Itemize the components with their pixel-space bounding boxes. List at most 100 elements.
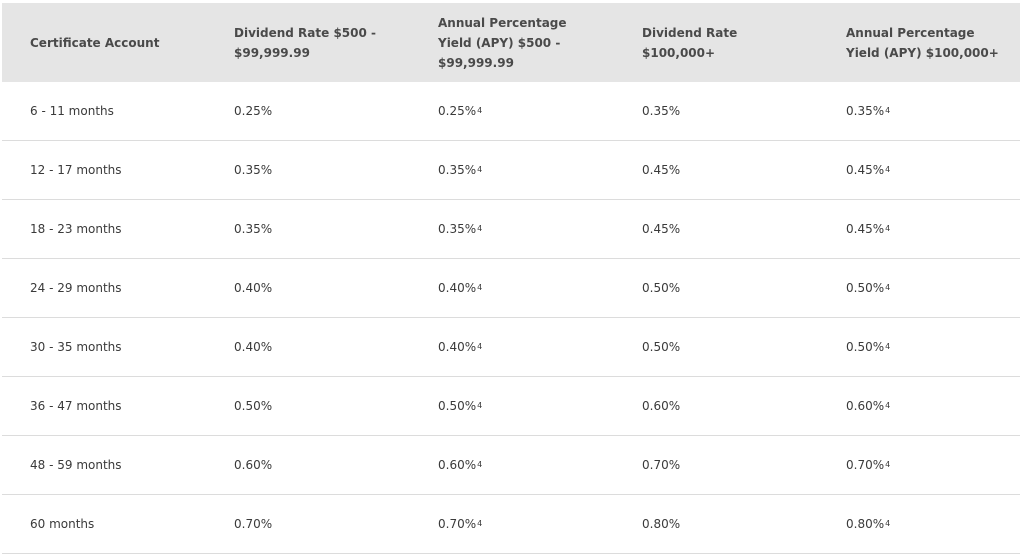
- cell-value: 0.35%: [438, 163, 477, 177]
- header-apy-low: Annual Percentage Yield (APY) $500 - $99…: [410, 3, 614, 82]
- table-header: Certificate Account Dividend Rate $500 -…: [2, 3, 1020, 82]
- cell-value: 0.45%: [642, 222, 681, 236]
- cell-value: 0.50%: [846, 281, 885, 295]
- cell-value: 48 - 59 months: [30, 458, 122, 472]
- dividend-rate-low-cell: 0.35%: [206, 141, 410, 199]
- cell-value: 30 - 35 months: [30, 340, 122, 354]
- apy-low-cell: 0.70% 4: [410, 495, 614, 553]
- cell-value: 0.35%: [438, 222, 477, 236]
- header-label: Certificate Account: [30, 35, 160, 50]
- cell-value: 0.40%: [438, 340, 477, 354]
- dividend-rate-low-cell: 0.70%: [206, 495, 410, 553]
- certificate-rates-table: Certificate Account Dividend Rate $500 -…: [2, 3, 1020, 554]
- footnote-marker: 4: [477, 459, 483, 469]
- cell-value: 18 - 23 months: [30, 222, 122, 236]
- cell-value: 0.60%: [234, 458, 273, 472]
- dividend-rate-low-cell: 0.40%: [206, 318, 410, 376]
- dividend-rate-high-cell: 0.50%: [614, 318, 818, 376]
- table-row: 18 - 23 months 0.35% 0.35% 4 0.45% 0.45% 4: [2, 200, 1020, 259]
- table-row: 60 months 0.70% 0.70% 4 0.80% 0.80% 4: [2, 495, 1020, 554]
- footnote-marker: 4: [885, 282, 891, 292]
- apy-high-cell: 0.50% 4: [818, 318, 1020, 376]
- cell-value: 0.50%: [438, 399, 477, 413]
- table-row: 48 - 59 months 0.60% 0.60% 4 0.70% 0.70% 4: [2, 436, 1020, 495]
- term-cell: 18 - 23 months: [2, 200, 206, 258]
- footnote-marker: 4: [885, 105, 891, 115]
- apy-high-cell: 0.70% 4: [818, 436, 1020, 494]
- footnote-marker: 4: [477, 105, 483, 115]
- footnote-marker: 4: [477, 223, 483, 233]
- footnote-marker: 4: [477, 518, 483, 528]
- term-cell: 30 - 35 months: [2, 318, 206, 376]
- term-cell: 12 - 17 months: [2, 141, 206, 199]
- apy-low-cell: 0.35% 4: [410, 200, 614, 258]
- table-row: 36 - 47 months 0.50% 0.50% 4 0.60% 0.60% 4: [2, 377, 1020, 436]
- cell-value: 0.50%: [234, 399, 273, 413]
- cell-value: 0.45%: [846, 222, 885, 236]
- footnote-marker: 4: [477, 341, 483, 351]
- cell-value: 0.70%: [438, 517, 477, 531]
- cell-value: 60 months: [30, 517, 95, 531]
- dividend-rate-high-cell: 0.60%: [614, 377, 818, 435]
- cell-value: 0.80%: [846, 517, 885, 531]
- header-certificate-account: Certificate Account: [2, 3, 206, 82]
- apy-low-cell: 0.50% 4: [410, 377, 614, 435]
- cell-value: 0.70%: [234, 517, 273, 531]
- cell-value: 0.35%: [642, 104, 681, 118]
- header-dividend-rate-low: Dividend Rate $500 - $99,999.99: [206, 3, 410, 82]
- table-row: 30 - 35 months 0.40% 0.40% 4 0.50% 0.50% 4: [2, 318, 1020, 377]
- table-row: 12 - 17 months 0.35% 0.35% 4 0.45% 0.45% 4: [2, 141, 1020, 200]
- dividend-rate-low-cell: 0.40%: [206, 259, 410, 317]
- table-body: 6 - 11 months 0.25% 0.25% 4 0.35% 0.35% 4 12 - …: [2, 82, 1020, 554]
- cell-value: 0.25%: [438, 104, 477, 118]
- term-cell: 24 - 29 months: [2, 259, 206, 317]
- cell-value: 0.60%: [642, 399, 681, 413]
- cell-value: 0.45%: [846, 163, 885, 177]
- cell-value: 12 - 17 months: [30, 163, 122, 177]
- dividend-rate-low-cell: 0.60%: [206, 436, 410, 494]
- cell-value: 0.35%: [234, 163, 273, 177]
- footnote-marker: 4: [885, 400, 891, 410]
- footnote-marker: 4: [885, 164, 891, 174]
- term-cell: 6 - 11 months: [2, 82, 206, 140]
- cell-value: 0.70%: [846, 458, 885, 472]
- apy-high-cell: 0.50% 4: [818, 259, 1020, 317]
- header-label: Annual Percentage Yield (APY) $500 - $99…: [438, 15, 567, 70]
- cell-value: 6 - 11 months: [30, 104, 114, 118]
- footnote-marker: 4: [885, 223, 891, 233]
- apy-low-cell: 0.40% 4: [410, 318, 614, 376]
- header-apy-high: Annual Percentage Yield (APY) $100,000+: [818, 3, 1020, 82]
- cell-value: 0.60%: [846, 399, 885, 413]
- term-cell: 36 - 47 months: [2, 377, 206, 435]
- cell-value: 0.80%: [642, 517, 681, 531]
- dividend-rate-low-cell: 0.50%: [206, 377, 410, 435]
- dividend-rate-high-cell: 0.50%: [614, 259, 818, 317]
- cell-value: 0.35%: [846, 104, 885, 118]
- header-dividend-rate-high: Dividend Rate $100,000+: [614, 3, 818, 82]
- cell-value: 0.50%: [642, 281, 681, 295]
- dividend-rate-high-cell: 0.45%: [614, 200, 818, 258]
- apy-high-cell: 0.45% 4: [818, 200, 1020, 258]
- term-cell: 48 - 59 months: [2, 436, 206, 494]
- cell-value: 36 - 47 months: [30, 399, 122, 413]
- cell-value: 0.60%: [438, 458, 477, 472]
- cell-value: 0.50%: [642, 340, 681, 354]
- apy-high-cell: 0.35% 4: [818, 82, 1020, 140]
- dividend-rate-high-cell: 0.80%: [614, 495, 818, 553]
- cell-value: 0.25%: [234, 104, 273, 118]
- table-row: 24 - 29 months 0.40% 0.40% 4 0.50% 0.50% 4: [2, 259, 1020, 318]
- footnote-marker: 4: [885, 459, 891, 469]
- apy-low-cell: 0.35% 4: [410, 141, 614, 199]
- cell-value: 24 - 29 months: [30, 281, 122, 295]
- footnote-marker: 4: [885, 341, 891, 351]
- table-row: 6 - 11 months 0.25% 0.25% 4 0.35% 0.35% 4: [2, 82, 1020, 141]
- dividend-rate-low-cell: 0.25%: [206, 82, 410, 140]
- apy-high-cell: 0.60% 4: [818, 377, 1020, 435]
- apy-high-cell: 0.80% 4: [818, 495, 1020, 553]
- footnote-marker: 4: [477, 282, 483, 292]
- footnote-marker: 4: [885, 518, 891, 528]
- apy-high-cell: 0.45% 4: [818, 141, 1020, 199]
- dividend-rate-high-cell: 0.45%: [614, 141, 818, 199]
- cell-value: 0.35%: [234, 222, 273, 236]
- footnote-marker: 4: [477, 164, 483, 174]
